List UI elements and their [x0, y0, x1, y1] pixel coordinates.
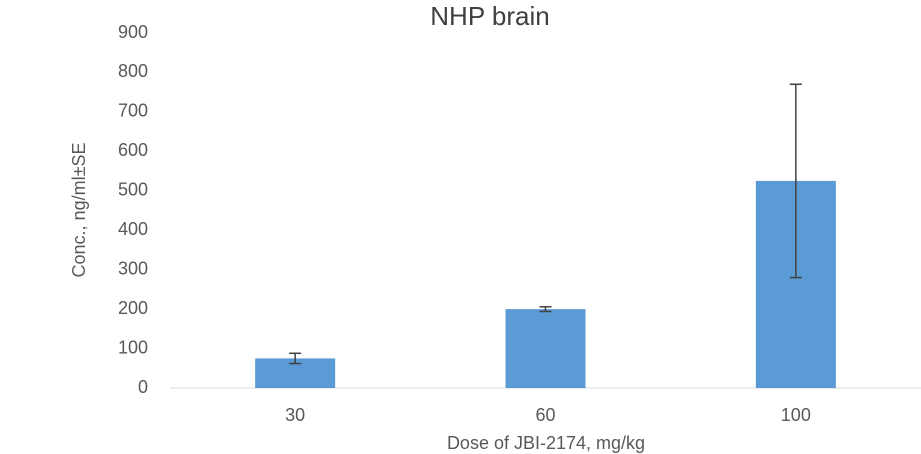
y-tick-label: 800 [118, 61, 148, 81]
error-bar [789, 83, 802, 279]
y-tick-label: 500 [118, 180, 148, 200]
y-tick-label: 400 [118, 219, 148, 239]
y-tick-label: 100 [118, 337, 148, 357]
y-axis-label: Conc., ng/ml±SE [69, 143, 89, 278]
x-axis-label: Dose of JBI-2174, mg/kg [447, 433, 645, 453]
y-tick-label: 300 [118, 258, 148, 278]
y-tick-label: 600 [118, 140, 148, 160]
chart-title: NHP brain [430, 1, 549, 31]
y-tick-label: 700 [118, 101, 148, 121]
y-tick-label: 900 [118, 22, 148, 42]
y-tick-label: 200 [118, 298, 148, 318]
error-bar [539, 305, 552, 313]
error-bar [289, 352, 302, 365]
y-tick-label: 0 [138, 377, 148, 397]
x-tick-label: 60 [535, 405, 555, 425]
bar [505, 309, 586, 388]
x-tick-label: 100 [781, 405, 811, 425]
x-tick-label: 30 [285, 405, 305, 425]
